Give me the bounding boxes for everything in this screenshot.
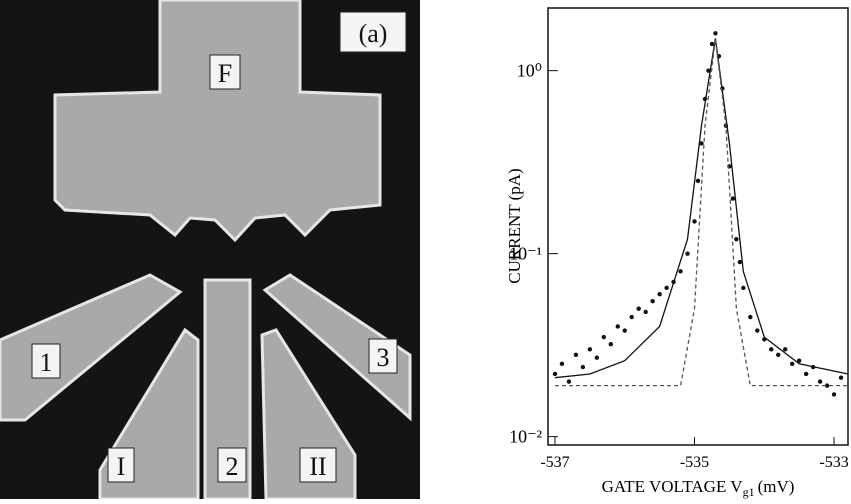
x-axis-label-unit: (mV) (758, 477, 795, 496)
data-point (622, 328, 627, 333)
electrode-3 (262, 273, 412, 422)
dashed-line (555, 38, 848, 387)
electrode-label: 1 (40, 348, 53, 377)
data-point (755, 328, 760, 333)
label-box (299, 447, 337, 483)
data-point (838, 375, 844, 380)
data-point (636, 306, 641, 311)
label-box (31, 343, 61, 379)
micrograph: (a) F 1 2 3 I II (0, 0, 420, 501)
data-point (709, 41, 715, 47)
data-point (796, 358, 802, 363)
data-point (769, 347, 774, 352)
label-box (368, 338, 398, 374)
data-point (580, 364, 586, 370)
data-point (573, 352, 579, 358)
x-tick-label: -535 (680, 454, 709, 471)
data-point (748, 314, 753, 320)
x-tick-label: -537 (540, 454, 569, 471)
electrode-f (53, 0, 382, 243)
x-axis-label: GATE VOLTAGE Vg1 (mV) (602, 477, 795, 499)
label-box (339, 11, 407, 53)
data-point (817, 379, 823, 384)
data-point (776, 352, 781, 358)
data-point (699, 141, 704, 146)
data-point (594, 355, 600, 360)
fit-line (554, 38, 849, 379)
electrode-label: II (309, 452, 326, 481)
y-tick-label: 10⁰ (517, 61, 542, 81)
data-point (789, 361, 795, 367)
data-point (587, 347, 593, 352)
label-box (217, 447, 247, 483)
electrode-1 (0, 273, 183, 422)
chart: CURRENT (pA) GATE VOLTAGE Vg1 (mV) -537 -5… (505, 7, 849, 499)
data-point (713, 31, 718, 36)
plot-frame (547, 7, 849, 446)
data-point (552, 371, 558, 377)
data-point (664, 285, 669, 291)
data-point (695, 178, 701, 184)
label-box (107, 447, 135, 483)
electrode-label: 3 (377, 343, 390, 372)
electrode-label: F (218, 59, 232, 88)
data-point (566, 379, 572, 384)
data-point (601, 334, 607, 340)
data-point (803, 371, 809, 377)
data-point (608, 341, 613, 347)
data-point (559, 361, 565, 367)
data-point (831, 392, 837, 397)
data-point (737, 259, 743, 265)
x-axis-label-subscript: g1 (743, 485, 755, 499)
data-point (730, 196, 736, 201)
electrode-label: 2 (226, 452, 239, 481)
data-point (783, 347, 788, 352)
data-point (678, 269, 683, 274)
electrode-label: I (117, 452, 126, 481)
data-point (692, 219, 697, 224)
data-point (615, 324, 620, 329)
data-point (741, 285, 746, 291)
data-point (629, 314, 634, 320)
y-axis-label: CURRENT (pA) (505, 168, 524, 283)
y-tick-label: 10⁻¹ (509, 244, 542, 264)
data-point (734, 236, 739, 242)
data-point (824, 383, 830, 388)
x-tick-label: -533 (819, 454, 848, 471)
x-axis-label-text: GATE VOLTAGE V (602, 477, 744, 496)
data-point (643, 309, 648, 315)
data-point (685, 251, 690, 256)
y-tick-label: 10⁻² (509, 427, 542, 447)
data-point (650, 298, 655, 304)
label-box (209, 54, 241, 90)
panel-label: (a) (359, 19, 388, 48)
data-point (657, 292, 662, 297)
